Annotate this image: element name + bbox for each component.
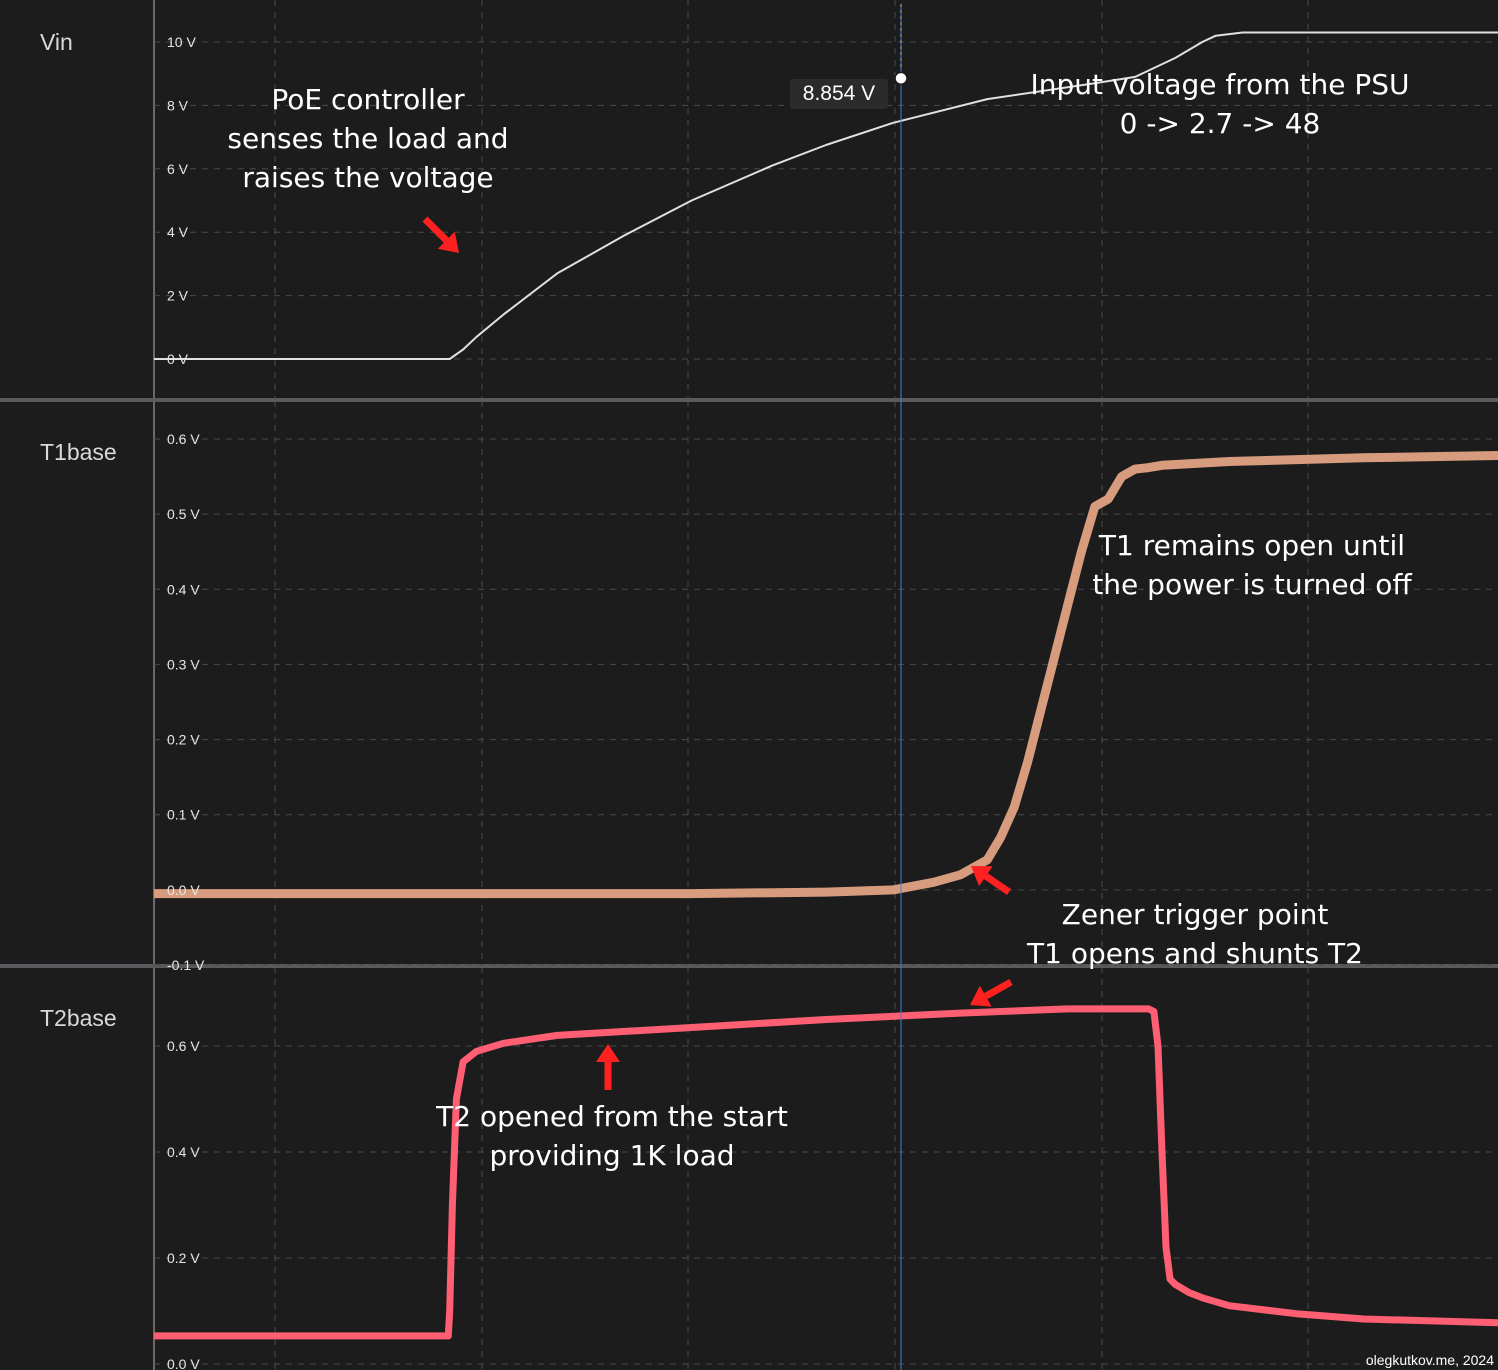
lane-separator (0, 964, 1498, 968)
t2base-trace (154, 1005, 1498, 1340)
y-tick-label: 0.2 V (167, 732, 200, 748)
lane-label-t1base: T1base (40, 439, 117, 465)
annotation-zener-trigger: Zener trigger point T1 opens and shunts … (1027, 898, 1363, 970)
y-tick-label: 4 V (167, 224, 189, 240)
lane-separator (0, 398, 1498, 402)
y-tick-label: -0.1 V (167, 957, 205, 973)
overlays (422, 4, 1013, 1370)
annotation-t1-remains-open: T1 remains open until the power is turne… (1092, 529, 1412, 601)
y-tick-label: 0 V (167, 351, 189, 367)
t1base-trace (154, 451, 1498, 899)
y-tick-label: 0.6 V (167, 1038, 200, 1054)
y-tick-label: 2 V (167, 288, 189, 304)
y-tick-label: 0.1 V (167, 807, 200, 823)
y-tick-label: 0.0 V (167, 882, 200, 898)
footer-credit: olegkutkov.me, 2024 (1365, 1352, 1494, 1368)
cursor-value-tag: 8.854 V (790, 79, 888, 109)
y-tick-label: 8 V (167, 97, 189, 113)
lane-label-t2base: T2base (40, 1005, 117, 1031)
arrow-t2-up-icon (596, 1044, 620, 1090)
y-tick-label: 10 V (167, 34, 196, 50)
y-tick-label: 0.4 V (167, 581, 200, 597)
y-tick-label: 0.3 V (167, 656, 200, 672)
cursor-marker (894, 71, 908, 86)
y-tick-label: 0.6 V (167, 431, 200, 447)
lane-label-vin: Vin (40, 29, 73, 55)
annotation-t2-opened: T2 opened from the start providing 1K lo… (436, 1100, 788, 1172)
y-tick-label: 0.0 V (167, 1356, 200, 1370)
annotation-psu-input: Input voltage from the PSU 0 -> 2.7 -> 4… (1030, 68, 1410, 140)
y-tick-label: 0.4 V (167, 1144, 200, 1160)
y-tick-label: 6 V (167, 161, 189, 177)
y-tick-label: 0.5 V (167, 506, 200, 522)
annotation-poe-controller: PoE controller senses the load and raise… (227, 83, 509, 194)
arrow-zener-up-icon (971, 866, 1011, 895)
traces (153, 31, 1498, 1340)
arrow-zener-down-icon (970, 978, 1013, 1007)
arrow-poe-icon (422, 216, 459, 253)
y-tick-label: 0.2 V (167, 1250, 200, 1266)
y-tick-labels: 10 V 8 V 6 V 4 V 2 V 0 V 0.6 V 0.5 V 0.4 V 0.3 V 0… (167, 34, 205, 1370)
